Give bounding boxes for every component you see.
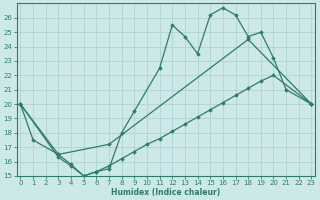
X-axis label: Humidex (Indice chaleur): Humidex (Indice chaleur): [111, 188, 220, 197]
